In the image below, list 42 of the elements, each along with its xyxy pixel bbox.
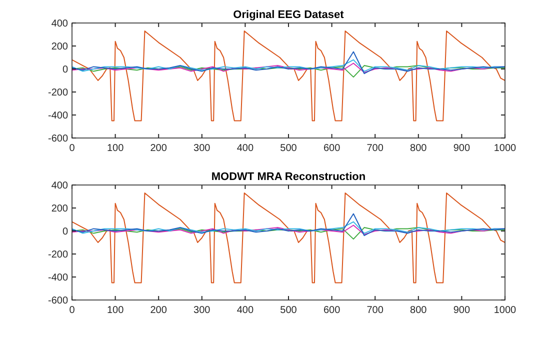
x-tick-label: 0 — [69, 143, 76, 154]
x-tick-label: 300 — [194, 305, 211, 316]
x-tick-label: 100 — [106, 305, 124, 316]
y-tick-label: -600 — [48, 296, 68, 306]
x-tick-label: 800 — [410, 305, 428, 316]
x-tick-label: 400 — [236, 305, 254, 316]
x-tick-label: 600 — [323, 143, 341, 154]
y-tick-label: -200 — [48, 250, 68, 260]
y-tick-label: 200 — [51, 42, 68, 52]
line-series — [72, 51, 505, 74]
x-tick-label: 400 — [236, 143, 254, 154]
x-tick-label: 900 — [453, 143, 470, 154]
x-tick-label: 0 — [69, 305, 76, 316]
line-series — [72, 213, 505, 236]
x-tick-label: 200 — [150, 143, 168, 154]
y-tick-label: 0 — [62, 226, 68, 238]
line-series — [72, 192, 505, 284]
y-tick-label: 200 — [51, 204, 68, 214]
y-tick-label: -200 — [48, 88, 68, 98]
line-series — [72, 30, 505, 122]
x-tick-label: 800 — [410, 143, 428, 154]
x-tick-label: 1000 — [494, 143, 517, 154]
chart-title: MODWT MRA Reconstruction — [211, 171, 366, 183]
y-tick-label: -600 — [48, 134, 68, 144]
x-tick-label: 300 — [194, 143, 211, 154]
x-tick-label: 500 — [280, 143, 298, 154]
y-tick-label: -400 — [48, 110, 68, 122]
x-tick-label: 900 — [453, 305, 470, 316]
chart-title: Original EEG Dataset — [233, 9, 344, 21]
x-tick-label: 700 — [366, 305, 384, 316]
x-tick-label: 200 — [150, 305, 168, 316]
x-tick-label: 600 — [323, 305, 341, 316]
y-tick-label: -400 — [48, 272, 68, 284]
line-series — [72, 221, 505, 234]
x-tick-label: 100 — [106, 143, 124, 154]
x-tick-label: 700 — [366, 143, 384, 154]
y-tick-label: 0 — [62, 64, 68, 76]
x-tick-label: 1000 — [494, 305, 517, 316]
y-tick-label: 400 — [51, 18, 68, 30]
line-series — [72, 59, 505, 72]
y-tick-label: 400 — [51, 180, 68, 192]
x-tick-label: 500 — [280, 305, 298, 316]
